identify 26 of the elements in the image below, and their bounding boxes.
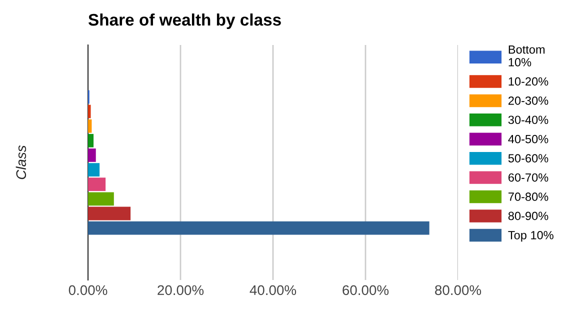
bar [88,119,92,133]
bar [88,148,96,162]
x-tick-label: 40.00% [250,285,296,296]
chart-title: Share of wealth by class [88,13,281,30]
legend-label: 80-90% [508,212,548,220]
bar [88,134,94,148]
legend-label: 60-70% [508,173,548,182]
bar [88,221,430,235]
legend-label: 30-40% [508,116,548,124]
x-tick-label: 60.00% [342,285,389,296]
bar [88,163,100,176]
y-axis-title: Class [16,145,26,180]
legend-label: Top 10% [508,230,554,242]
x-tick-label: 0.00% [68,285,108,296]
legend-label: 50-60% [508,154,548,162]
legend-label: 10-20% [508,77,548,86]
legend-label: Bottom 10% [508,45,545,66]
bar [88,104,91,118]
x-tick-label: 80.00% [435,285,482,296]
legend-label: 40-50% [508,134,548,144]
bar [88,206,131,220]
bar [88,178,106,192]
bar [88,192,114,206]
x-tick-label: 20.00% [158,285,204,296]
legend-label: 70-80% [508,192,548,201]
legend-label: 20-30% [508,96,548,105]
